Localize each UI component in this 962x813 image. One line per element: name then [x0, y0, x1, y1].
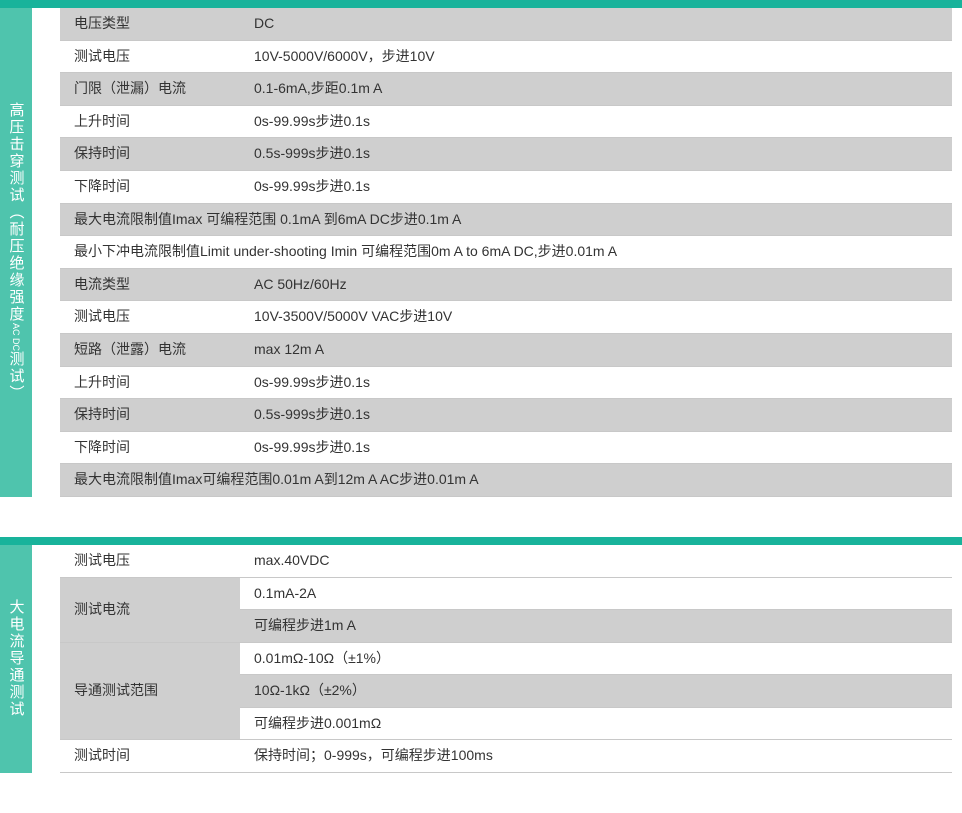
- cell-value: DC: [240, 8, 952, 40]
- cell-value: 10Ω-1kΩ（±2%）: [240, 675, 952, 708]
- table-row: 最大电流限制值Imax 可编程范围 0.1mA 到6mA DC步进0.1m A: [60, 203, 952, 236]
- table-cond: 测试电压max.40VDC测试电流0.1mA-2A可编程步进1m A导通测试范围…: [60, 545, 952, 773]
- table-row: 电流类型AC 50Hz/60Hz: [60, 268, 952, 301]
- cell-value: 0.1-6mA,步距0.1m A: [240, 73, 952, 106]
- cell-value: 0.1mA-2A: [240, 577, 952, 610]
- table-row: 测试电压10V-3500V/5000V VAC步进10V: [60, 301, 952, 334]
- cell-label: 保持时间: [60, 399, 240, 432]
- cell-label: 上升时间: [60, 105, 240, 138]
- cell-label: 测试电流: [60, 577, 240, 642]
- table-row: 保持时间0.5s-999s步进0.1s: [60, 138, 952, 171]
- section-conduction-test: 大电流导通测试 测试电压max.40VDC测试电流0.1mA-2A可编程步进1m…: [0, 537, 962, 773]
- cell-value: 10V-3500V/5000V VAC步进10V: [240, 301, 952, 334]
- cell-value: 0.5s-999s步进0.1s: [240, 399, 952, 432]
- cell-span: 最大电流限制值Imax 可编程范围 0.1mA 到6mA DC步进0.1m A: [60, 203, 952, 236]
- sidebar-cond: 大电流导通测试: [0, 545, 32, 773]
- table-row: 测试时间保持时间；0-999s，可编程步进100ms: [60, 740, 952, 773]
- table-row: 测试电压max.40VDC: [60, 545, 952, 577]
- content-hv: 电压类型DC测试电压10V-5000V/6000V，步进10V门限（泄漏）电流0…: [32, 8, 962, 497]
- sidebar-tail: 测试）: [6, 351, 27, 402]
- cell-label: 下降时间: [60, 170, 240, 203]
- content-cond: 测试电压max.40VDC测试电流0.1mA-2A可编程步进1m A导通测试范围…: [32, 545, 962, 773]
- cell-label: 电压类型: [60, 8, 240, 40]
- table-row: 上升时间0s-99.99s步进0.1s: [60, 105, 952, 138]
- accent-bar: [0, 0, 962, 8]
- cell-value: 0s-99.99s步进0.1s: [240, 366, 952, 399]
- cell-value: 可编程步进1m A: [240, 610, 952, 643]
- table-row: 测试电流0.1mA-2A: [60, 577, 952, 610]
- cell-label: 测试电压: [60, 301, 240, 334]
- cell-value: 0.01mΩ-10Ω（±1%）: [240, 642, 952, 675]
- cell-label: 测试电压: [60, 40, 240, 73]
- sidebar-label-1: 高压击穿测试（耐压绝缘强度: [6, 102, 27, 323]
- table-row: 电压类型DC: [60, 8, 952, 40]
- cell-value: max 12m A: [240, 333, 952, 366]
- table-row: 门限（泄漏）电流0.1-6mA,步距0.1m A: [60, 73, 952, 106]
- table-row: 导通测试范围0.01mΩ-10Ω（±1%）: [60, 642, 952, 675]
- cell-value: 0s-99.99s步进0.1s: [240, 431, 952, 464]
- table-row: 下降时间0s-99.99s步进0.1s: [60, 431, 952, 464]
- table-row: 下降时间0s-99.99s步进0.1s: [60, 170, 952, 203]
- cell-label: 测试电压: [60, 545, 240, 577]
- cell-label: 测试时间: [60, 740, 240, 773]
- cell-value: 可编程步进0.001mΩ: [240, 707, 952, 740]
- cell-value: 10V-5000V/6000V，步进10V: [240, 40, 952, 73]
- cell-value: 0.5s-999s步进0.1s: [240, 138, 952, 171]
- table-row: 测试电压10V-5000V/6000V，步进10V: [60, 40, 952, 73]
- cell-value: max.40VDC: [240, 545, 952, 577]
- cell-value: AC 50Hz/60Hz: [240, 268, 952, 301]
- cell-value: 0s-99.99s步进0.1s: [240, 105, 952, 138]
- sidebar-hv: 高压击穿测试（耐压绝缘强度AC DC测试）: [0, 8, 32, 497]
- cell-value: 保持时间；0-999s，可编程步进100ms: [240, 740, 952, 773]
- section-hv-test: 高压击穿测试（耐压绝缘强度AC DC测试） 电压类型DC测试电压10V-5000…: [0, 0, 962, 497]
- cell-label: 电流类型: [60, 268, 240, 301]
- table-row: 短路（泄露）电流max 12m A: [60, 333, 952, 366]
- table-hv: 电压类型DC测试电压10V-5000V/6000V，步进10V门限（泄漏）电流0…: [60, 8, 952, 497]
- table-row: 上升时间0s-99.99s步进0.1s: [60, 366, 952, 399]
- table-row: 最小下冲电流限制值Limit under-shooting Imin 可编程范围…: [60, 236, 952, 269]
- cell-label: 短路（泄露）电流: [60, 333, 240, 366]
- sidebar-small: AC DC: [11, 323, 21, 351]
- table-row: 最大电流限制值Imax可编程范围0.01m A到12m A AC步进0.01m …: [60, 464, 952, 497]
- cell-label: 保持时间: [60, 138, 240, 171]
- cell-span: 最小下冲电流限制值Limit under-shooting Imin 可编程范围…: [60, 236, 952, 269]
- cell-span: 最大电流限制值Imax可编程范围0.01m A到12m A AC步进0.01m …: [60, 464, 952, 497]
- table-row: 保持时间0.5s-999s步进0.1s: [60, 399, 952, 432]
- cell-value: 0s-99.99s步进0.1s: [240, 170, 952, 203]
- sidebar-label-2: 大电流导通测试: [6, 599, 27, 718]
- cell-label: 导通测试范围: [60, 642, 240, 740]
- cell-label: 门限（泄漏）电流: [60, 73, 240, 106]
- accent-bar-2: [0, 537, 962, 545]
- cell-label: 下降时间: [60, 431, 240, 464]
- cell-label: 上升时间: [60, 366, 240, 399]
